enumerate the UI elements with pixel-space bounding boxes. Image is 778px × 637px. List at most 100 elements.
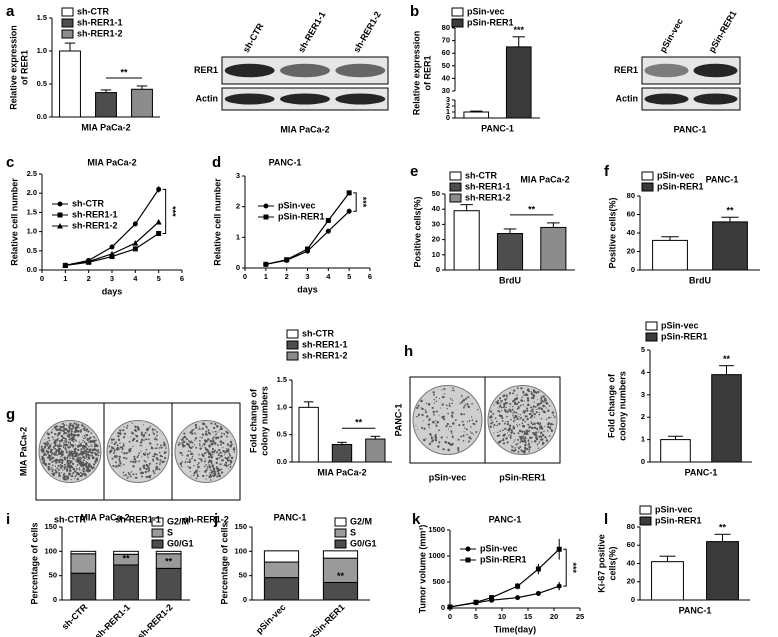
colony-dot [526,407,529,410]
colony-dot [463,413,466,416]
x-tick-label: 5 [474,612,478,621]
colony-dot [120,465,122,467]
panel-letter: a [6,3,15,20]
colony-dot [40,449,42,451]
colony-dot [466,403,469,406]
colony-dot [94,461,97,464]
colony-dot [149,425,151,428]
colony-dot [420,399,423,403]
colony-dot [85,470,87,472]
colony-dot [63,468,66,470]
colony-dot [49,457,52,461]
y-tick-label: 2 [236,202,240,211]
chart-title: PANC-1 [274,512,307,522]
blot-band [693,63,738,78]
colony-dot [224,456,227,459]
colony-dot [66,468,69,471]
colony-dot [425,438,427,440]
colony-dot [516,424,518,426]
colony-dot [63,426,65,428]
colony-dot [52,468,54,471]
colony-dot [515,397,519,400]
colony-dot [186,442,188,445]
colony-dot [532,405,535,408]
colony-dot [67,455,69,457]
colony-dot [132,473,135,476]
colony-dot [527,388,530,391]
colony-dot [465,397,468,400]
y-tick-label: 60 [627,540,635,549]
colony-dot [514,419,516,421]
colony-dot [63,424,66,426]
colony-dot [498,422,501,426]
y-axis-label: Percentage of cells [29,522,39,604]
colony-dot [76,458,79,461]
colony-dot [433,398,435,401]
colony-dot [464,403,466,405]
bar [496,233,524,271]
y-tick-label: 40 [627,228,635,237]
y-tick-label: 100 [44,546,57,555]
colony-dot [489,425,492,428]
colony-dot [544,426,546,428]
colony-dot [148,465,150,467]
colony-dot [80,472,83,474]
colony-dot [451,414,453,417]
colony-dot [501,420,504,422]
colony-dot [450,430,453,433]
colony-dot [140,450,142,452]
legend-label: sh-CTR [465,170,497,180]
colony-dot [155,436,157,439]
colony-dot [64,447,67,450]
colony-dot [518,429,522,433]
colony-dot [467,405,471,409]
colony-dot [435,424,438,428]
colony-dot [66,451,68,453]
legend-swatch [451,18,464,28]
colony-dot [429,442,432,444]
colony-dot [204,458,206,460]
colony-dot [143,453,147,456]
y-axis-label: of RER1 [422,55,432,90]
y-tick-label: 1.0 [27,227,37,236]
colony-dot [543,400,545,402]
colony-dot [448,403,451,405]
colony-dot [223,433,226,436]
colony-dot [121,451,123,453]
legend-label: pSin-vec [655,504,693,514]
colony-dot [550,416,552,418]
colony-dot [510,429,513,432]
colony-dot [80,457,83,459]
colony-dot [226,435,228,438]
colony-dot [64,437,67,440]
y-axis-label: Relative cell number [9,178,19,266]
colony-dot [153,438,156,441]
colony-dot [445,425,448,428]
blot-band [224,63,275,78]
marker [132,246,138,252]
colony-dot [74,444,77,446]
colony-dot [227,456,230,459]
colony-dot [63,457,66,459]
colony-dot [177,443,180,446]
legend-marker [57,212,63,218]
y-axis-label: Relative expression [8,25,18,110]
colony-dot [137,428,140,431]
colony-dot [538,431,540,433]
colony-dot [201,433,205,436]
colony-dot [75,466,77,468]
colony-dot [499,403,502,405]
colony-dot [70,428,73,431]
x-tick-label: 4 [133,274,138,283]
colony-dot [141,456,143,458]
colony-dot [225,464,228,468]
colony-dot [53,426,57,429]
colony-dot [79,469,81,471]
colony-dot [457,449,460,452]
colony-dot [226,448,228,450]
panel-letter: e [410,163,418,180]
marker [156,231,162,237]
colony-dot [505,406,507,408]
y-tick-label: 5 [641,345,645,354]
